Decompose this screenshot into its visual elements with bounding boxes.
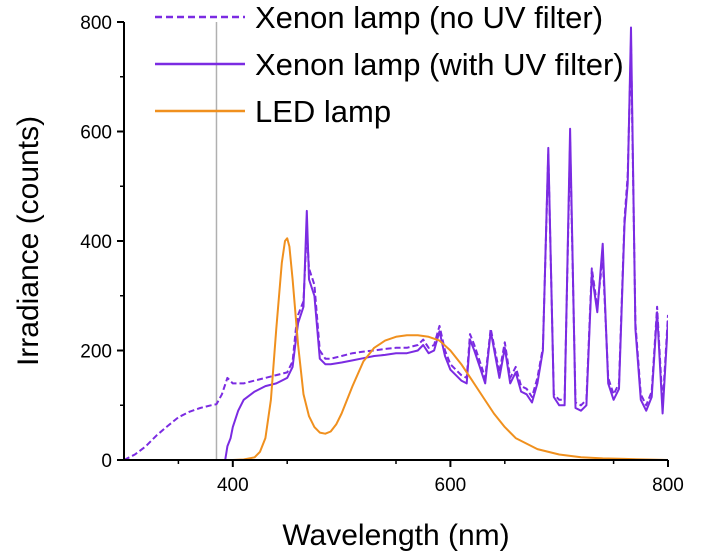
y-tick-label: 0 bbox=[101, 451, 112, 472]
y-tick-label: 600 bbox=[80, 123, 112, 144]
x-tick-label: 400 bbox=[217, 475, 249, 496]
series-line-2 bbox=[224, 26, 668, 460]
y-axis-title: Irradiance (counts) bbox=[12, 116, 45, 366]
legend: Xenon lamp (no UV filter) Xenon lamp (wit… bbox=[155, 0, 624, 129]
legend-label-1: Xenon lamp (no UV filter) bbox=[255, 0, 603, 35]
series-line-3 bbox=[211, 237, 668, 460]
ticks: 400 600 800 0 200 400 600 800 bbox=[80, 13, 684, 496]
y-tick-label: 400 bbox=[80, 232, 112, 253]
x-tick-label: 800 bbox=[652, 475, 684, 496]
legend-label-3: LED lamp bbox=[255, 94, 391, 129]
series-layer bbox=[124, 26, 668, 460]
x-tick-label: 600 bbox=[435, 475, 467, 496]
y-tick-label: 200 bbox=[80, 342, 112, 363]
series-line-1 bbox=[124, 42, 668, 460]
x-axis-title: Wavelength (nm) bbox=[282, 519, 509, 552]
y-tick-label: 800 bbox=[80, 13, 112, 34]
legend-label-2: Xenon lamp (with UV filter) bbox=[255, 47, 624, 82]
